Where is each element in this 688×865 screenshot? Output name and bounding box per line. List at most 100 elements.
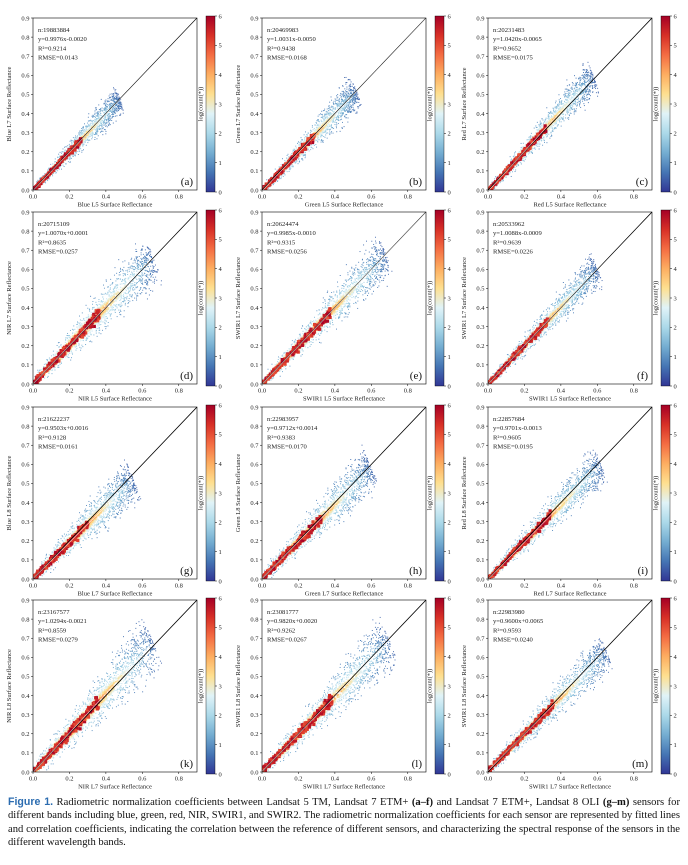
density-point: [113, 100, 115, 102]
density-point: [332, 107, 334, 109]
density-point: [341, 94, 343, 96]
density-point: [568, 95, 570, 96]
density-point: [310, 147, 312, 149]
density-point: [338, 119, 340, 121]
density-point: [333, 117, 335, 119]
density-point: [289, 169, 291, 171]
density-point: [527, 153, 529, 155]
density-point: [590, 74, 592, 76]
density-point: [521, 148, 523, 150]
density-point: [83, 130, 85, 132]
density-point: [74, 139, 76, 141]
colorbar-tick-label: 0: [219, 189, 222, 196]
density-point: [562, 117, 563, 119]
density-point: [551, 125, 553, 127]
density-point: [559, 101, 561, 103]
density-point: [116, 103, 118, 105]
density-point: [552, 107, 554, 109]
density-point: [116, 97, 118, 99]
density-point: [115, 107, 117, 109]
density-point: [535, 127, 537, 129]
density-point: [559, 98, 561, 99]
density-point: [505, 176, 507, 178]
density-point: [105, 101, 107, 103]
density-point: [324, 108, 326, 110]
density-point: [587, 75, 589, 77]
density-point: [325, 128, 327, 130]
density-point: [94, 118, 96, 120]
density-point: [343, 101, 345, 103]
density-point: [326, 116, 328, 118]
density-point: [550, 117, 552, 118]
density-point: [583, 77, 585, 79]
density-point: [347, 91, 349, 93]
density-point: [96, 133, 98, 135]
density-point: [583, 103, 585, 105]
density-point: [309, 129, 311, 131]
density-point: [55, 169, 57, 171]
density-point: [576, 98, 578, 100]
density-point: [109, 103, 111, 104]
density-point: [563, 113, 565, 115]
density-point: [358, 101, 360, 103]
density-point: [353, 87, 355, 89]
density-point: [115, 98, 117, 99]
density-point: [107, 112, 109, 114]
density-point: [98, 104, 100, 106]
density-point: [336, 116, 338, 118]
fit-line: [262, 18, 426, 190]
figure-grid: 0.0 0.2 0.4 0.6 0.8 0.0 0.1 0.2 0.3 0.4 0.5 0.6 0.7 0…: [6, 13, 678, 790]
density-point: [105, 108, 107, 110]
density-point: [584, 84, 586, 86]
density-point: [564, 106, 567, 109]
density-point: [303, 151, 305, 153]
density-point: [591, 74, 593, 76]
density-point: [285, 160, 286, 162]
density-point: [561, 101, 563, 103]
density-point: [337, 108, 339, 110]
density-point: [104, 129, 106, 131]
colorbar-tick-label: 6: [448, 13, 452, 20]
density-point: [323, 121, 326, 124]
density-core: [76, 143, 80, 147]
density-point: [558, 119, 560, 121]
density-point: [568, 89, 570, 91]
density-point: [104, 104, 106, 106]
density-point: [495, 176, 497, 178]
density-point: [334, 108, 336, 109]
density-point: [325, 127, 327, 128]
density-point: [582, 92, 584, 94]
density-point: [119, 101, 121, 103]
density-point: [584, 84, 586, 85]
density-point: [597, 92, 599, 94]
density-point: [573, 91, 575, 93]
density-point: [560, 125, 562, 127]
density-point: [581, 90, 583, 92]
density-point: [344, 88, 346, 90]
density-point: [36, 182, 38, 184]
density-point: [328, 128, 330, 130]
density-point: [328, 112, 330, 114]
density-point: [329, 113, 331, 115]
density-point: [100, 123, 102, 125]
density-point: [96, 116, 98, 118]
density-point: [343, 102, 345, 104]
density-point: [294, 149, 295, 151]
density-point: [315, 127, 317, 129]
density-point: [69, 161, 71, 163]
density-point: [548, 133, 550, 135]
density-point: [354, 90, 356, 92]
density-point: [344, 104, 346, 106]
density-point: [590, 70, 592, 71]
density-point: [112, 114, 114, 116]
density-point: [311, 125, 313, 127]
density-point: [114, 112, 116, 114]
density-point: [346, 90, 347, 92]
density-point: [575, 84, 577, 86]
density-point: [345, 106, 347, 108]
density-point: [95, 132, 97, 134]
density-point: [90, 122, 92, 124]
density-point: [264, 191, 265, 192]
density-point: [112, 110, 114, 112]
density-point: [558, 94, 560, 96]
